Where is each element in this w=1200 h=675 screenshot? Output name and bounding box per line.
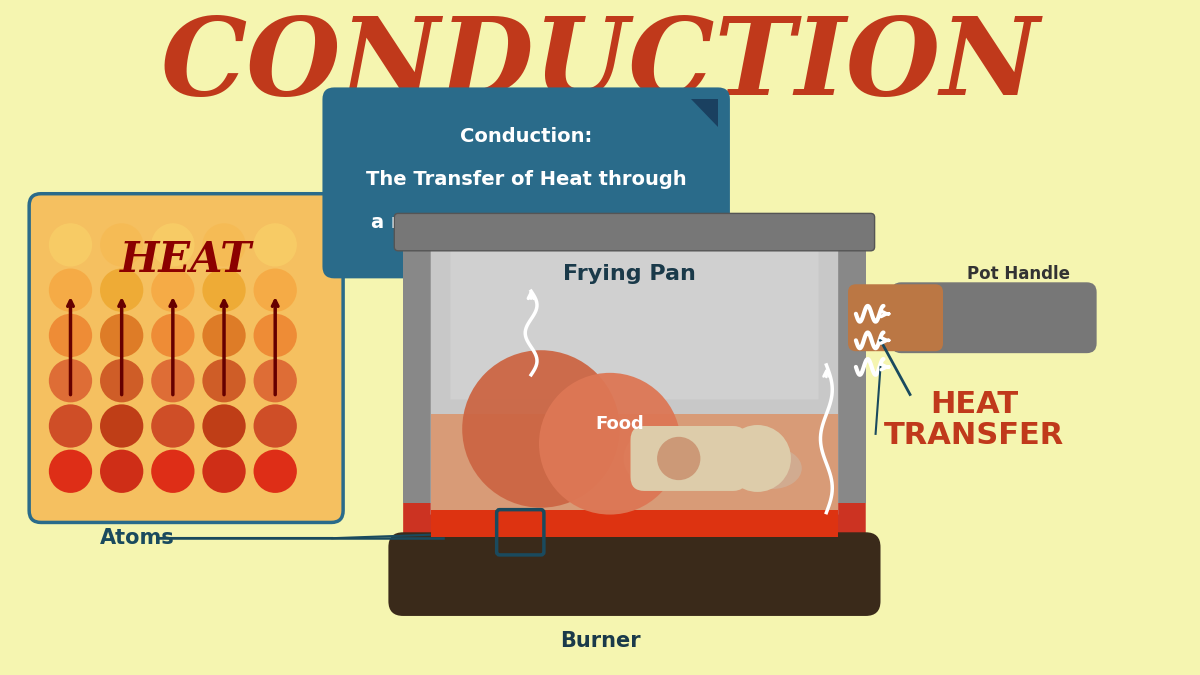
Polygon shape bbox=[698, 522, 718, 550]
FancyBboxPatch shape bbox=[431, 237, 838, 514]
Polygon shape bbox=[644, 522, 664, 550]
Circle shape bbox=[624, 433, 674, 484]
Circle shape bbox=[253, 223, 296, 267]
Ellipse shape bbox=[473, 535, 510, 589]
Circle shape bbox=[253, 269, 296, 312]
Text: HEAT: HEAT bbox=[930, 390, 1018, 419]
Text: Conduction:: Conduction: bbox=[460, 127, 593, 146]
Circle shape bbox=[100, 359, 143, 402]
FancyBboxPatch shape bbox=[323, 88, 730, 278]
Polygon shape bbox=[431, 510, 838, 537]
Circle shape bbox=[724, 425, 791, 492]
Ellipse shape bbox=[581, 535, 619, 589]
Circle shape bbox=[462, 350, 619, 508]
Circle shape bbox=[658, 437, 701, 480]
Text: TRANSFER: TRANSFER bbox=[884, 421, 1064, 450]
Ellipse shape bbox=[527, 535, 564, 589]
Polygon shape bbox=[838, 237, 865, 503]
Ellipse shape bbox=[419, 535, 456, 589]
Ellipse shape bbox=[743, 448, 802, 489]
Circle shape bbox=[203, 223, 246, 267]
Circle shape bbox=[151, 269, 194, 312]
Polygon shape bbox=[403, 237, 431, 503]
FancyBboxPatch shape bbox=[848, 284, 943, 351]
Circle shape bbox=[100, 314, 143, 357]
FancyBboxPatch shape bbox=[389, 533, 881, 616]
FancyBboxPatch shape bbox=[395, 213, 875, 251]
FancyBboxPatch shape bbox=[450, 237, 818, 400]
Circle shape bbox=[253, 314, 296, 357]
Text: HEAT: HEAT bbox=[120, 239, 252, 281]
Ellipse shape bbox=[690, 535, 727, 589]
FancyBboxPatch shape bbox=[892, 282, 1097, 353]
Circle shape bbox=[100, 450, 143, 493]
Circle shape bbox=[100, 404, 143, 448]
Circle shape bbox=[203, 359, 246, 402]
Circle shape bbox=[151, 450, 194, 493]
Text: a material by Direct Contact: a material by Direct Contact bbox=[371, 213, 682, 232]
Circle shape bbox=[49, 359, 92, 402]
Circle shape bbox=[203, 450, 246, 493]
Circle shape bbox=[100, 269, 143, 312]
Circle shape bbox=[151, 314, 194, 357]
Polygon shape bbox=[427, 522, 448, 550]
Polygon shape bbox=[752, 522, 773, 550]
Text: Food: Food bbox=[595, 415, 644, 433]
Circle shape bbox=[49, 450, 92, 493]
Ellipse shape bbox=[636, 535, 673, 589]
Text: CONDUCTION: CONDUCTION bbox=[161, 11, 1039, 117]
Circle shape bbox=[49, 223, 92, 267]
Text: Burner: Burner bbox=[559, 630, 641, 651]
Polygon shape bbox=[536, 522, 556, 550]
Circle shape bbox=[253, 359, 296, 402]
Circle shape bbox=[539, 373, 680, 514]
Circle shape bbox=[49, 404, 92, 448]
Text: Frying Pan: Frying Pan bbox=[563, 265, 696, 284]
Polygon shape bbox=[431, 414, 838, 510]
FancyBboxPatch shape bbox=[29, 194, 343, 522]
Polygon shape bbox=[690, 99, 718, 127]
Circle shape bbox=[151, 404, 194, 448]
Text: Pot Handle: Pot Handle bbox=[967, 265, 1070, 284]
Circle shape bbox=[203, 269, 246, 312]
Circle shape bbox=[100, 223, 143, 267]
Ellipse shape bbox=[744, 535, 781, 589]
Circle shape bbox=[253, 450, 296, 493]
Text: The Transfer of Heat through: The Transfer of Heat through bbox=[366, 170, 686, 190]
Polygon shape bbox=[482, 522, 502, 550]
FancyBboxPatch shape bbox=[630, 426, 746, 491]
Circle shape bbox=[203, 404, 246, 448]
Circle shape bbox=[151, 223, 194, 267]
Circle shape bbox=[203, 314, 246, 357]
Polygon shape bbox=[806, 522, 827, 550]
Polygon shape bbox=[590, 522, 610, 550]
Circle shape bbox=[253, 404, 296, 448]
Circle shape bbox=[151, 359, 194, 402]
Text: Atoms: Atoms bbox=[100, 529, 175, 548]
Circle shape bbox=[49, 269, 92, 312]
FancyBboxPatch shape bbox=[403, 237, 865, 542]
Ellipse shape bbox=[798, 535, 835, 589]
Circle shape bbox=[49, 314, 92, 357]
